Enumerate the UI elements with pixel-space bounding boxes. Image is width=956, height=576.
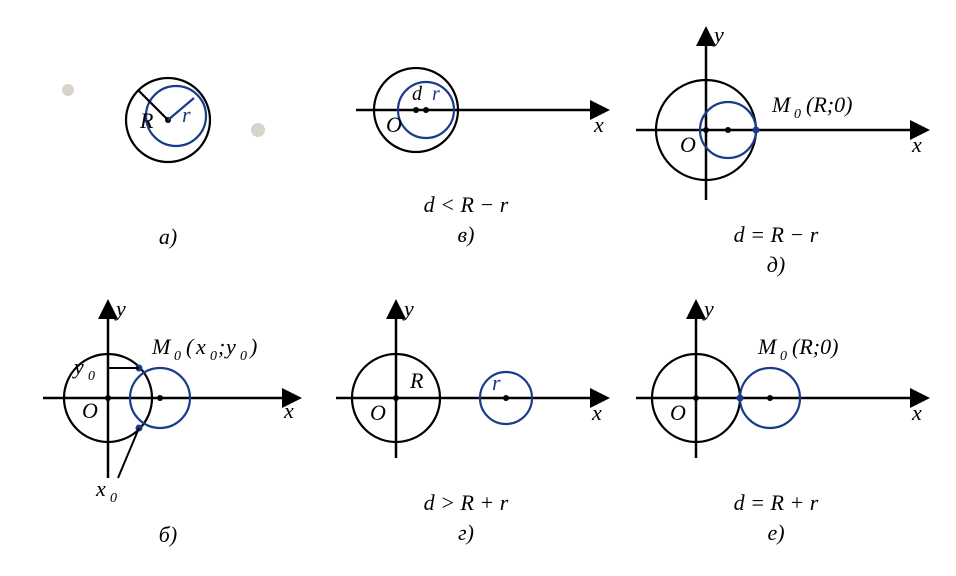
svg-text:(: ( bbox=[186, 334, 195, 359]
R-label: R bbox=[139, 108, 154, 133]
O-dot bbox=[693, 395, 699, 401]
M0-label: M 0 (R;0) bbox=[771, 92, 852, 122]
panel-a: R r а) bbox=[20, 20, 316, 288]
svg-text:): ) bbox=[248, 334, 257, 359]
smudges bbox=[62, 84, 265, 137]
svg-text:(R;0): (R;0) bbox=[792, 334, 838, 359]
inner-center-dot bbox=[423, 107, 429, 113]
svg-text:0: 0 bbox=[174, 349, 181, 364]
svg-text:M: M bbox=[771, 92, 792, 117]
small-center-dot bbox=[503, 395, 509, 401]
O-label: O bbox=[82, 398, 98, 423]
panel-e: O y x M 0 (R;0) d = R + r е) bbox=[616, 288, 936, 556]
r-label: r bbox=[492, 370, 501, 395]
svg-text:y: y bbox=[224, 334, 236, 359]
svg-text:0: 0 bbox=[780, 349, 787, 364]
svg-text:M: M bbox=[151, 334, 172, 359]
inner-circle bbox=[146, 86, 206, 146]
svg-text:0: 0 bbox=[794, 107, 801, 122]
panel-b-svg: O y x y 0 M 0 ( x 0 ; y 0 ) bbox=[28, 288, 308, 518]
svg-text:0: 0 bbox=[240, 349, 247, 364]
O-dot bbox=[703, 127, 709, 133]
panel-g: O R r y x d > R + r г) bbox=[316, 288, 616, 556]
panel-e-svg: O y x M 0 (R;0) bbox=[616, 288, 936, 488]
M0-label: M 0 (R;0) bbox=[757, 334, 838, 364]
M0-dot bbox=[737, 395, 744, 402]
R-label: R bbox=[409, 368, 424, 393]
panel-b: O y x y 0 M 0 ( x 0 ; y 0 ) bbox=[20, 288, 316, 556]
circles: R r bbox=[126, 78, 210, 162]
x-label: x bbox=[593, 112, 604, 137]
svg-text:x: x bbox=[195, 334, 206, 359]
y-label: y bbox=[702, 296, 714, 321]
panel-v: O d r x d < R − r в) bbox=[316, 20, 616, 288]
svg-text:y: y bbox=[72, 354, 84, 379]
panel-d-svg: O y x M 0 (R;0) bbox=[616, 20, 936, 220]
caption-e: е) bbox=[767, 520, 784, 546]
x-label: x bbox=[911, 132, 922, 157]
y-label: y bbox=[114, 296, 126, 321]
r-label: r bbox=[182, 102, 191, 127]
small-center-dot bbox=[767, 395, 773, 401]
y0-label: y 0 bbox=[72, 354, 95, 384]
M0-dot bbox=[753, 127, 760, 134]
y-label: y bbox=[712, 22, 724, 47]
svg-text:M: M bbox=[757, 334, 778, 359]
second-center-dot bbox=[157, 395, 163, 401]
svg-text:0: 0 bbox=[210, 349, 217, 364]
formula-d: d = R − r bbox=[734, 222, 819, 248]
svg-text:0: 0 bbox=[88, 369, 95, 384]
formula-e: d = R + r bbox=[734, 490, 819, 516]
x-label: x bbox=[283, 398, 294, 423]
caption-b: б) bbox=[159, 522, 177, 548]
panel-a-svg: R r bbox=[28, 20, 308, 220]
caption-d: д) bbox=[767, 252, 785, 278]
O-dot bbox=[105, 395, 111, 401]
inner-center-dot bbox=[725, 127, 731, 133]
O-dot bbox=[393, 395, 399, 401]
O-label: O bbox=[670, 400, 686, 425]
O-label: O bbox=[680, 132, 696, 157]
caption-v: в) bbox=[458, 222, 475, 248]
x0-pointer bbox=[118, 428, 139, 478]
formula-v: d < R − r bbox=[424, 192, 509, 218]
panel-g-svg: O R r y x bbox=[316, 288, 616, 488]
svg-text:(R;0): (R;0) bbox=[806, 92, 852, 117]
diagram-grid: R r а) O d r x d < bbox=[20, 20, 936, 556]
svg-text:0: 0 bbox=[110, 491, 117, 506]
panel-v-svg: O d r x bbox=[316, 20, 616, 190]
r-label: r bbox=[432, 83, 440, 105]
x0-label: x 0 bbox=[95, 476, 117, 506]
O-dot bbox=[413, 107, 419, 113]
y-label: y bbox=[402, 296, 414, 321]
M0-label: M 0 ( x 0 ; y 0 ) bbox=[151, 334, 257, 364]
x-label: x bbox=[911, 400, 922, 425]
panel-d: O y x M 0 (R;0) d = R − r д) bbox=[616, 20, 936, 288]
svg-text:;: ; bbox=[218, 334, 225, 359]
x-label: x bbox=[591, 400, 602, 425]
O-label: O bbox=[370, 400, 386, 425]
d-label: d bbox=[412, 83, 423, 105]
formula-g: d > R + r bbox=[424, 490, 509, 516]
caption-a: а) bbox=[159, 224, 177, 250]
caption-g: г) bbox=[458, 520, 474, 546]
svg-text:x: x bbox=[95, 476, 106, 501]
O-label: O bbox=[386, 112, 402, 137]
